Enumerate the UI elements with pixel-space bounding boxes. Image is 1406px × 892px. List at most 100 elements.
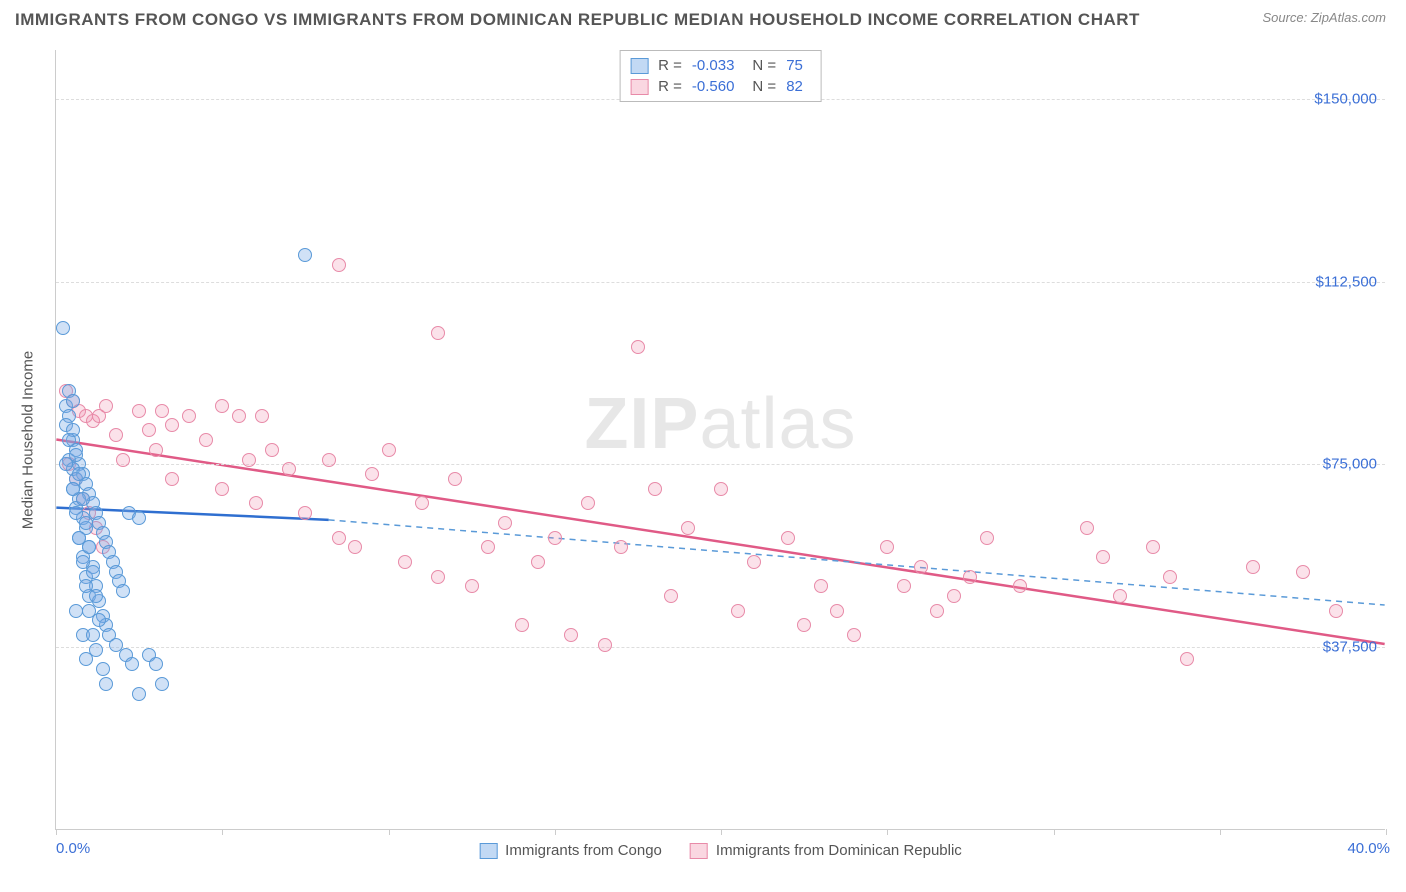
- plot-area: ZIPatlas R = -0.033 N = 75 R = -0.560 N …: [55, 50, 1385, 830]
- gridline: [56, 282, 1385, 283]
- legend-item-pink: Immigrants from Dominican Republic: [690, 842, 962, 859]
- data-point: [963, 570, 977, 584]
- data-point: [431, 326, 445, 340]
- data-point: [132, 511, 146, 525]
- data-point: [548, 531, 562, 545]
- swatch-icon: [690, 843, 708, 859]
- data-point: [614, 540, 628, 554]
- r-label: R =: [658, 78, 682, 95]
- data-point: [242, 453, 256, 467]
- y-axis-label: Median Household Income: [20, 350, 37, 528]
- swatch-icon: [630, 79, 648, 95]
- data-point: [59, 457, 73, 471]
- data-point: [481, 540, 495, 554]
- data-point: [82, 540, 96, 554]
- data-point: [631, 340, 645, 354]
- data-point: [781, 531, 795, 545]
- x-tick: [1220, 829, 1221, 835]
- trendline: [329, 520, 1385, 605]
- data-point: [1329, 604, 1343, 618]
- source-label: Source: ZipAtlas.com: [1262, 10, 1386, 25]
- data-point: [165, 418, 179, 432]
- data-point: [149, 443, 163, 457]
- n-label: N =: [752, 78, 776, 95]
- data-point: [382, 443, 396, 457]
- data-point: [581, 496, 595, 510]
- data-point: [265, 443, 279, 457]
- data-point: [980, 531, 994, 545]
- data-point: [298, 248, 312, 262]
- y-tick-label: $37,500: [1323, 639, 1377, 656]
- data-point: [86, 565, 100, 579]
- data-point: [332, 258, 346, 272]
- x-tick: [56, 829, 57, 835]
- data-point: [255, 409, 269, 423]
- data-point: [847, 628, 861, 642]
- y-tick-label: $112,500: [1316, 273, 1377, 290]
- swatch-icon: [479, 843, 497, 859]
- data-point: [797, 618, 811, 632]
- swatch-icon: [630, 58, 648, 74]
- legend-row-blue: R = -0.033 N = 75: [630, 55, 811, 76]
- data-point: [199, 433, 213, 447]
- data-point: [282, 462, 296, 476]
- data-point: [398, 555, 412, 569]
- data-point: [66, 394, 80, 408]
- data-point: [92, 613, 106, 627]
- data-point: [99, 677, 113, 691]
- x-axis-min-label: 0.0%: [56, 840, 90, 857]
- data-point: [149, 657, 163, 671]
- data-point: [232, 409, 246, 423]
- chart-title: IMMIGRANTS FROM CONGO VS IMMIGRANTS FROM…: [15, 10, 1140, 30]
- x-axis-max-label: 40.0%: [1347, 840, 1390, 857]
- data-point: [714, 482, 728, 496]
- data-point: [116, 453, 130, 467]
- data-point: [215, 399, 229, 413]
- data-point: [79, 652, 93, 666]
- data-point: [298, 506, 312, 520]
- data-point: [72, 467, 86, 481]
- series-name-pink: Immigrants from Dominican Republic: [716, 842, 962, 859]
- data-point: [155, 404, 169, 418]
- data-point: [1080, 521, 1094, 535]
- x-tick: [721, 829, 722, 835]
- x-tick: [1386, 829, 1387, 835]
- data-point: [155, 677, 169, 691]
- data-point: [681, 521, 695, 535]
- r-value-blue: -0.033: [692, 57, 735, 74]
- data-point: [598, 638, 612, 652]
- trendlines-layer: [56, 50, 1385, 829]
- data-point: [1296, 565, 1310, 579]
- data-point: [96, 662, 110, 676]
- gridline: [56, 464, 1385, 465]
- data-point: [1180, 652, 1194, 666]
- trendline: [56, 440, 1384, 644]
- correlation-legend: R = -0.033 N = 75 R = -0.560 N = 82: [619, 50, 822, 102]
- data-point: [1013, 579, 1027, 593]
- data-point: [348, 540, 362, 554]
- data-point: [1096, 550, 1110, 564]
- data-point: [56, 321, 70, 335]
- data-point: [109, 428, 123, 442]
- data-point: [125, 657, 139, 671]
- data-point: [332, 531, 346, 545]
- data-point: [1113, 589, 1127, 603]
- x-tick: [389, 829, 390, 835]
- data-point: [747, 555, 761, 569]
- x-tick: [555, 829, 556, 835]
- data-point: [731, 604, 745, 618]
- legend-item-blue: Immigrants from Congo: [479, 842, 662, 859]
- data-point: [880, 540, 894, 554]
- series-legend: Immigrants from Congo Immigrants from Do…: [479, 842, 962, 859]
- n-value-blue: 75: [786, 57, 803, 74]
- data-point: [914, 560, 928, 574]
- x-tick: [1054, 829, 1055, 835]
- data-point: [448, 472, 462, 486]
- data-point: [62, 433, 76, 447]
- data-point: [648, 482, 662, 496]
- data-point: [142, 423, 156, 437]
- chart-container: IMMIGRANTS FROM CONGO VS IMMIGRANTS FROM…: [10, 10, 1396, 882]
- data-point: [1163, 570, 1177, 584]
- data-point: [86, 628, 100, 642]
- data-point: [116, 584, 130, 598]
